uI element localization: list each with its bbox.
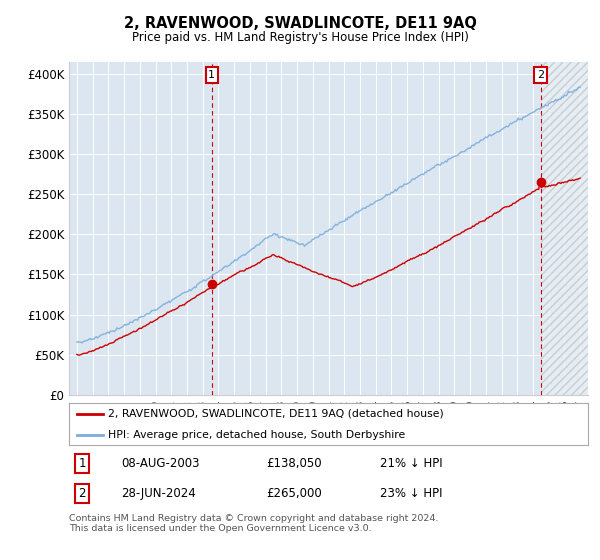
Text: 1: 1 [78,457,86,470]
Text: 2: 2 [537,70,544,80]
Text: £138,050: £138,050 [266,457,322,470]
Bar [541,62,588,395]
Bar [541,62,588,395]
Text: 2, RAVENWOOD, SWADLINCOTE, DE11 9AQ: 2, RAVENWOOD, SWADLINCOTE, DE11 9AQ [124,16,476,31]
Text: Contains HM Land Registry data © Crown copyright and database right 2024.
This d: Contains HM Land Registry data © Crown c… [69,514,439,533]
Text: 2, RAVENWOOD, SWADLINCOTE, DE11 9AQ (detached house): 2, RAVENWOOD, SWADLINCOTE, DE11 9AQ (det… [108,409,443,419]
Text: 08-AUG-2003: 08-AUG-2003 [121,457,199,470]
Text: 28-JUN-2024: 28-JUN-2024 [121,487,196,500]
Text: 1: 1 [208,70,215,80]
Text: HPI: Average price, detached house, South Derbyshire: HPI: Average price, detached house, Sout… [108,430,405,440]
Text: 21% ↓ HPI: 21% ↓ HPI [380,457,443,470]
Text: Price paid vs. HM Land Registry's House Price Index (HPI): Price paid vs. HM Land Registry's House … [131,31,469,44]
Text: £265,000: £265,000 [266,487,322,500]
Bar [541,62,588,395]
Text: 23% ↓ HPI: 23% ↓ HPI [380,487,443,500]
Text: 2: 2 [78,487,86,500]
